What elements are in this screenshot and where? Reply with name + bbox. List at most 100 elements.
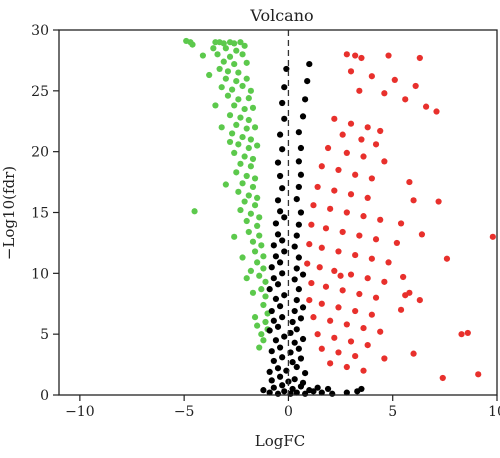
- point-down: [254, 322, 261, 329]
- point-not-significant: [276, 172, 284, 180]
- point-not-significant: [302, 370, 309, 377]
- point-down: [237, 160, 244, 167]
- data-points: [183, 37, 496, 397]
- point-up: [410, 197, 417, 204]
- point-up: [368, 73, 375, 80]
- point-down: [220, 40, 227, 47]
- point-down: [262, 278, 269, 285]
- point-not-significant: [276, 208, 284, 215]
- point-up: [368, 311, 375, 318]
- point-down: [247, 267, 254, 274]
- point-not-significant: [279, 314, 286, 321]
- point-down: [249, 238, 257, 245]
- point-not-significant: [289, 318, 296, 326]
- point-down: [218, 124, 225, 131]
- point-down: [243, 125, 250, 132]
- point-up: [322, 225, 330, 232]
- point-not-significant: [274, 281, 282, 288]
- point-up: [310, 202, 317, 209]
- point-down: [231, 149, 238, 156]
- point-down: [245, 144, 252, 152]
- point-down: [222, 181, 229, 188]
- point-up: [335, 166, 342, 174]
- point-not-significant: [274, 365, 282, 372]
- point-not-significant: [293, 265, 300, 272]
- y-tick-label: 30: [31, 23, 49, 39]
- point-down: [251, 124, 259, 131]
- point-not-significant: [297, 315, 305, 322]
- x-tick-label: 10: [488, 404, 500, 420]
- point-not-significant: [295, 183, 302, 191]
- point-down: [247, 136, 254, 143]
- point-up: [339, 287, 346, 294]
- point-down: [241, 42, 248, 49]
- point-up: [397, 306, 405, 313]
- point-not-significant: [276, 303, 284, 310]
- point-not-significant: [276, 344, 284, 351]
- point-down: [256, 214, 263, 221]
- point-not-significant: [266, 327, 273, 334]
- point-not-significant: [268, 264, 275, 271]
- point-up: [364, 194, 371, 201]
- point-not-significant: [279, 185, 286, 192]
- point-down: [239, 180, 246, 187]
- point-not-significant: [304, 78, 311, 85]
- point-not-significant: [266, 368, 273, 375]
- point-not-significant: [297, 355, 305, 362]
- point-down: [231, 60, 238, 68]
- point-up: [347, 271, 355, 278]
- point-down: [239, 254, 246, 261]
- point-down: [216, 65, 223, 73]
- point-up: [314, 331, 321, 338]
- point-up: [364, 342, 371, 349]
- point-up: [331, 187, 338, 194]
- point-not-significant: [299, 113, 307, 120]
- point-up: [377, 328, 384, 335]
- point-down: [233, 78, 240, 85]
- point-up: [416, 54, 423, 62]
- point-up: [435, 198, 442, 205]
- point-down: [229, 130, 236, 137]
- point-up: [372, 141, 380, 148]
- point-up: [377, 127, 384, 135]
- point-down: [262, 293, 269, 300]
- point-up: [464, 329, 471, 337]
- point-down: [245, 95, 252, 102]
- point-down: [243, 59, 250, 66]
- point-down: [226, 53, 234, 60]
- point-down: [251, 175, 259, 182]
- point-not-significant: [268, 377, 275, 384]
- point-down: [224, 68, 232, 75]
- point-down: [260, 301, 267, 309]
- point-up: [360, 213, 367, 220]
- point-down: [256, 344, 263, 351]
- point-up: [410, 350, 417, 357]
- point-not-significant: [329, 390, 336, 397]
- point-up: [347, 338, 355, 345]
- point-down: [258, 286, 265, 293]
- point-not-significant: [266, 286, 273, 293]
- point-not-significant: [279, 270, 286, 277]
- point-down: [239, 133, 246, 141]
- point-down: [231, 40, 238, 47]
- point-not-significant: [270, 242, 277, 249]
- point-down: [249, 183, 257, 191]
- point-down: [222, 45, 229, 52]
- point-down: [254, 259, 261, 266]
- point-not-significant: [274, 197, 282, 204]
- point-not-significant: [343, 389, 350, 396]
- point-up: [406, 178, 413, 186]
- y-axis-label: −Log10(fdr): [0, 166, 18, 260]
- point-down: [260, 265, 267, 272]
- point-down: [206, 71, 213, 79]
- point-down: [254, 222, 261, 229]
- point-down: [237, 206, 244, 214]
- point-up: [324, 144, 332, 152]
- y-tick-label: 20: [31, 145, 49, 161]
- point-up: [352, 171, 359, 178]
- point-up: [377, 216, 384, 223]
- point-up: [358, 136, 365, 143]
- point-down: [249, 155, 257, 163]
- point-down: [241, 198, 248, 205]
- point-down: [247, 163, 254, 170]
